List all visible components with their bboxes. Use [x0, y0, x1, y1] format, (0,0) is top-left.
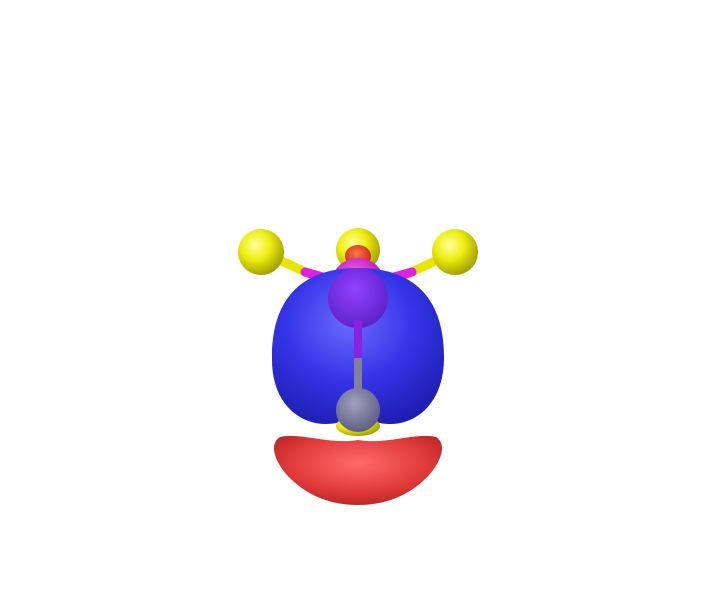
orbital-lobe-negative — [273, 435, 443, 505]
atom-c-bridge[interactable] — [336, 388, 380, 432]
atom-s-left[interactable] — [238, 229, 284, 275]
atom-s-right[interactable] — [432, 229, 478, 275]
atom-p-overlap — [328, 268, 388, 328]
